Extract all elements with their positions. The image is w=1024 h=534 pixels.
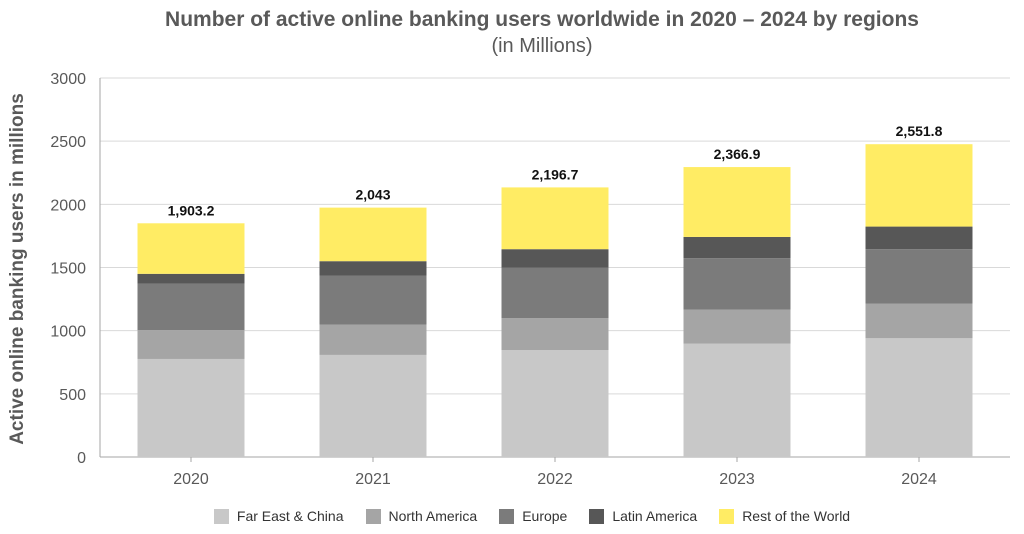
x-tick-label: 2023 xyxy=(719,471,755,488)
y-tick-label: 3000 xyxy=(50,71,86,88)
bar-segment-rest-of-the-world-2023 xyxy=(683,167,791,237)
legend-item: Far East & China xyxy=(213,508,344,524)
bar-segment-latin-america-2023 xyxy=(683,236,791,259)
bar-segment-rest-of-the-world-2022 xyxy=(501,187,609,250)
total-data-label: 2,196.7 xyxy=(532,166,579,182)
bar-segment-latin-america-2020 xyxy=(137,273,245,284)
legend-label: North America xyxy=(388,508,478,524)
bar-segment-rest-of-the-world-2021 xyxy=(319,207,427,262)
y-tick-label: 1500 xyxy=(50,261,86,278)
chart-title: Number of active online banking users wo… xyxy=(165,8,919,31)
legend-item: Europe xyxy=(499,508,567,524)
bar-segment-north-america-2023 xyxy=(683,309,791,344)
legend: Far East & China North America Europe Latin… xyxy=(0,508,1024,524)
bar-segment-latin-america-2021 xyxy=(319,261,427,276)
bar-segment-europe-2021 xyxy=(319,275,427,325)
legend-swatch xyxy=(365,508,381,524)
x-tick-label: 2020 xyxy=(173,471,209,488)
total-data-label: 2,366.9 xyxy=(714,146,761,162)
y-tick-label: 2500 xyxy=(50,134,86,151)
bar-segment-far-east-china-2020 xyxy=(137,358,245,457)
chart-subtitle: (in Millions) xyxy=(491,35,593,57)
legend-label: Far East & China xyxy=(236,508,344,524)
x-tick-label: 2022 xyxy=(537,471,573,488)
y-tick-label: 1000 xyxy=(50,324,86,341)
bar-segment-latin-america-2022 xyxy=(501,249,609,268)
legend-label: Rest of the World xyxy=(742,508,851,524)
x-tick-label: 2021 xyxy=(355,471,391,488)
bar-segment-north-america-2022 xyxy=(501,318,609,350)
legend-item: Rest of the World xyxy=(719,508,850,524)
y-tick-label: 2000 xyxy=(50,197,86,214)
bar-segment-far-east-china-2024 xyxy=(865,338,973,457)
legend-item: North America xyxy=(365,508,478,524)
legend-label: Europe xyxy=(522,508,568,524)
legend-swatch xyxy=(213,508,229,524)
bar-segment-europe-2022 xyxy=(501,267,609,319)
bar-segment-north-america-2021 xyxy=(319,324,427,355)
x-tick-label: 2024 xyxy=(901,471,937,488)
y-tick-label: 0 xyxy=(77,450,86,467)
bar-segment-far-east-china-2023 xyxy=(683,343,791,457)
bar-segment-far-east-china-2021 xyxy=(319,354,427,457)
bar-segment-north-america-2020 xyxy=(137,330,245,359)
total-data-label: 2,043 xyxy=(355,187,390,203)
y-tick-label: 500 xyxy=(59,387,86,404)
bar-segment-far-east-china-2022 xyxy=(501,349,609,457)
legend-swatch xyxy=(499,508,515,524)
total-data-label: 2,551.8 xyxy=(896,123,943,139)
bar-segment-north-america-2024 xyxy=(865,303,973,339)
legend-label: Latin America xyxy=(612,508,698,524)
bar-segment-europe-2020 xyxy=(137,283,245,331)
legend-item: Latin America xyxy=(589,508,697,524)
bar-segment-latin-america-2024 xyxy=(865,226,973,250)
bar-segment-europe-2024 xyxy=(865,249,973,304)
legend-swatch xyxy=(719,508,735,524)
bar-segment-europe-2023 xyxy=(683,258,791,310)
bar-segment-rest-of-the-world-2024 xyxy=(865,144,973,227)
legend-swatch xyxy=(589,508,605,524)
bar-segment-rest-of-the-world-2020 xyxy=(137,223,245,274)
total-data-label: 1,903.2 xyxy=(168,202,215,218)
